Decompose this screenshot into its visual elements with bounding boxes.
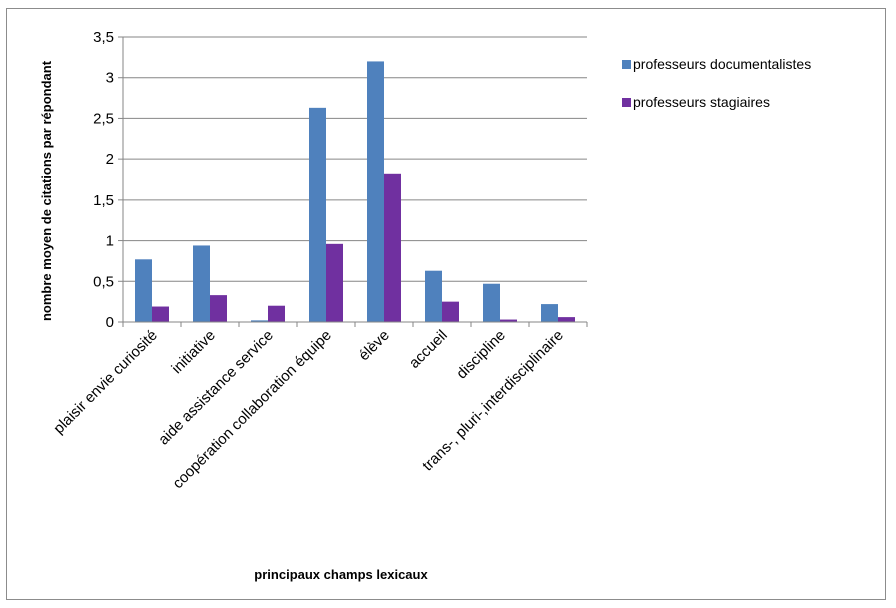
- legend-label: professeurs documentalistes: [633, 56, 811, 72]
- x-axis-title: principaux champs lexicaux: [254, 567, 428, 582]
- legend: professeurs documentalistes professeurs s…: [622, 56, 811, 110]
- bar: [135, 259, 152, 322]
- y-tick-label: 1,5: [93, 192, 114, 209]
- legend-swatch: [622, 60, 631, 69]
- x-category-label: initiative: [168, 327, 218, 377]
- bar: [425, 270, 442, 322]
- x-category-label: discipline: [453, 327, 509, 383]
- axes: [118, 36, 588, 327]
- y-tick-labels: 0 0,5 1 1,5 2 2,5 3 3,5: [93, 29, 114, 331]
- bars: [135, 61, 575, 323]
- bar: [326, 243, 343, 322]
- legend-swatch: [622, 98, 631, 107]
- y-tick-label: 3: [106, 70, 114, 87]
- bar: [210, 295, 227, 322]
- bar: [152, 306, 169, 322]
- x-category-label: plaisir envie curiosité: [50, 327, 160, 437]
- x-category-label: aide assistance service: [155, 327, 277, 449]
- bar: [309, 107, 326, 322]
- bar: [483, 283, 500, 322]
- y-tick-label: 2: [106, 151, 114, 168]
- bar: [268, 305, 285, 322]
- bar: [193, 245, 210, 322]
- y-tick-label: 2,5: [93, 110, 114, 127]
- bar: [500, 319, 517, 322]
- bar: [367, 61, 384, 323]
- y-tick-label: 3,5: [93, 29, 114, 46]
- y-axis-title: nombre moyen de citations par répondant: [39, 60, 54, 321]
- y-tick-label: 0,5: [93, 273, 114, 290]
- legend-label: professeurs stagiaires: [633, 94, 770, 110]
- y-tick-label: 0: [106, 314, 114, 331]
- x-category-label: accueil: [406, 327, 451, 372]
- bar: [442, 301, 459, 322]
- chart-frame: 0 0,5 1 1,5 2 2,5 3 3,5 plaisir envie curiosité…: [6, 8, 886, 600]
- bar: [384, 173, 401, 322]
- x-category-label: élève: [355, 327, 392, 364]
- bar: [251, 320, 268, 322]
- bar: [558, 317, 575, 322]
- bar-chart: 0 0,5 1 1,5 2 2,5 3 3,5 plaisir envie curiosité…: [39, 29, 811, 582]
- y-tick-label: 1: [106, 233, 114, 250]
- gridlines: [123, 36, 587, 282]
- bar: [541, 304, 558, 322]
